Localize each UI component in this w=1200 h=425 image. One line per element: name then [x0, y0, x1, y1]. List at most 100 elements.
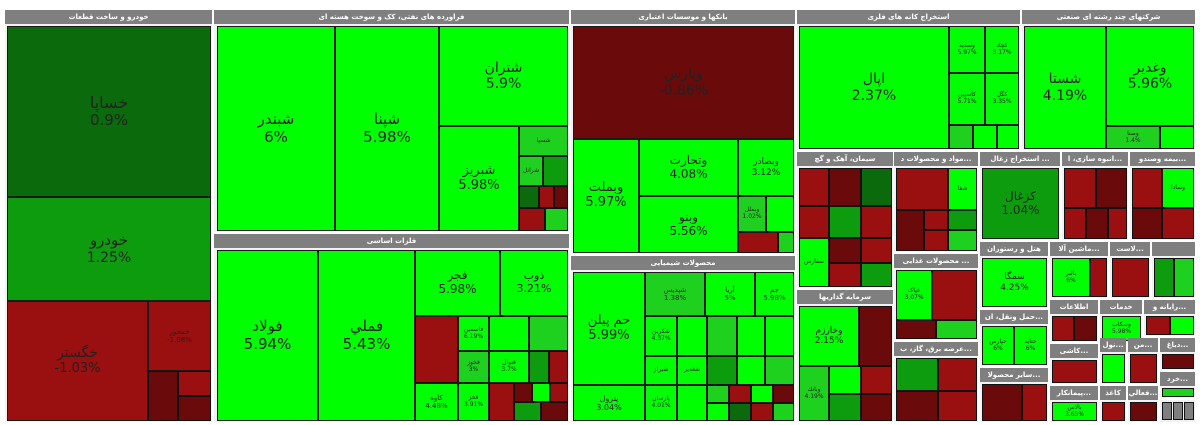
stock-tile[interactable]: شرانل	[519, 156, 543, 186]
stock-tile[interactable]: وغدير 5.96%	[1106, 26, 1194, 126]
stock-tile[interactable]: خمحور -1.08%	[148, 301, 211, 371]
stock-tile[interactable]: فولاد 5.94%	[217, 250, 318, 421]
stock-tile[interactable]	[948, 210, 977, 230]
stock-tile[interactable]	[677, 316, 707, 356]
stock-tile[interactable]	[997, 125, 1019, 149]
stock-tile[interactable]	[1154, 258, 1174, 297]
stock-tile[interactable]	[973, 125, 997, 149]
stock-tile[interactable]	[519, 186, 539, 208]
stock-tile[interactable]: شپدیس 1.38%	[645, 272, 705, 316]
stock-tile[interactable]	[932, 270, 977, 320]
stock-tile[interactable]	[829, 206, 861, 238]
stock-tile[interactable]: کاوه 4.48%	[415, 383, 458, 421]
stock-tile[interactable]	[1130, 354, 1157, 383]
stock-tile[interactable]	[1096, 168, 1127, 208]
stock-tile[interactable]: وتجارت 4.08%	[639, 139, 738, 196]
stock-tile[interactable]	[489, 383, 514, 421]
stock-tile[interactable]: وبنو 5.56%	[639, 196, 738, 253]
stock-tile[interactable]	[543, 156, 568, 186]
stock-tile[interactable]	[799, 206, 829, 238]
stock-tile[interactable]	[861, 238, 892, 263]
stock-tile[interactable]: کچاد 3.17%	[985, 26, 1019, 73]
stock-tile[interactable]: غپاک 3.07%	[896, 270, 932, 320]
stock-tile[interactable]: ذوب 3.21%	[500, 250, 568, 316]
stock-tile[interactable]	[729, 403, 751, 421]
stock-tile[interactable]	[1022, 384, 1047, 421]
stock-tile[interactable]: شسپا	[519, 126, 568, 156]
stock-tile[interactable]: کزغال 1.04%	[982, 168, 1059, 239]
stock-tile[interactable]: شبریز 5.98%	[439, 126, 519, 231]
stock-tile[interactable]	[1184, 402, 1194, 420]
stock-tile[interactable]	[1130, 402, 1157, 421]
stock-tile[interactable]: وپارس -0.86%	[573, 26, 794, 139]
stock-tile[interactable]	[737, 316, 765, 356]
stock-tile[interactable]	[529, 316, 568, 351]
stock-tile[interactable]: شستا 4.19%	[1024, 26, 1106, 149]
stock-tile[interactable]	[529, 351, 549, 383]
stock-tile[interactable]	[751, 403, 773, 421]
stock-tile[interactable]: وخارزم 2.15%	[799, 306, 859, 366]
stock-tile[interactable]	[1064, 168, 1096, 208]
stock-tile[interactable]: شغدير	[677, 356, 707, 385]
stock-tile[interactable]	[896, 210, 924, 251]
stock-tile[interactable]: فخوز 3%	[458, 351, 489, 383]
stock-tile[interactable]	[707, 316, 737, 356]
stock-tile[interactable]	[549, 351, 568, 383]
stock-tile[interactable]	[514, 402, 541, 421]
stock-tile[interactable]: فاسمين 6.19%	[458, 316, 489, 351]
stock-tile[interactable]	[1052, 360, 1097, 383]
stock-tile[interactable]	[751, 385, 773, 403]
stock-tile[interactable]: شبندر 6%	[217, 26, 335, 231]
stock-tile[interactable]	[707, 385, 729, 403]
stock-tile[interactable]	[707, 403, 729, 421]
stock-tile[interactable]	[765, 356, 794, 385]
stock-tile[interactable]	[729, 385, 751, 403]
stock-tile[interactable]	[896, 320, 936, 339]
stock-tile[interactable]	[1132, 168, 1162, 208]
stock-tile[interactable]: شتران 5.9%	[439, 26, 568, 126]
stock-tile[interactable]	[829, 168, 861, 206]
stock-tile[interactable]: وبانك 4.19%	[799, 366, 829, 421]
stock-tile[interactable]	[541, 402, 568, 421]
stock-tile[interactable]: وبملت 5.97%	[573, 139, 639, 253]
stock-tile[interactable]: وسادا	[1162, 168, 1194, 208]
stock-tile[interactable]: خساپا 0.9%	[7, 26, 211, 197]
stock-tile[interactable]: سفارس	[799, 238, 829, 287]
stock-tile[interactable]	[938, 358, 977, 391]
stock-tile[interactable]	[545, 208, 568, 231]
stock-tile[interactable]	[861, 168, 892, 206]
stock-tile[interactable]	[829, 238, 861, 263]
stock-tile[interactable]: شفا	[948, 168, 977, 210]
stock-tile[interactable]	[773, 385, 794, 403]
stock-tile[interactable]: وصنا 1.4%	[1106, 126, 1160, 149]
stock-tile[interactable]: فملي 5.43%	[318, 250, 415, 421]
stock-tile[interactable]	[861, 206, 892, 238]
stock-tile[interactable]	[539, 186, 554, 208]
stock-tile[interactable]: حپارس 6%	[982, 326, 1014, 365]
stock-tile[interactable]	[1162, 208, 1194, 239]
stock-tile[interactable]	[1090, 258, 1107, 297]
stock-tile[interactable]: آریا 5%	[705, 272, 755, 316]
stock-tile[interactable]: پارسان 4.01%	[645, 385, 677, 421]
stock-tile[interactable]	[514, 383, 532, 402]
stock-tile[interactable]	[924, 230, 948, 251]
stock-tile[interactable]	[829, 263, 861, 287]
stock-tile[interactable]: شپنا 5.98%	[335, 26, 439, 231]
stock-tile[interactable]	[148, 371, 178, 421]
stock-tile[interactable]	[1108, 208, 1127, 239]
stock-tile[interactable]: فجر 5.98%	[415, 250, 500, 316]
stock-tile[interactable]	[861, 394, 892, 421]
stock-tile[interactable]	[778, 232, 794, 253]
stock-tile[interactable]	[859, 306, 892, 366]
stock-tile[interactable]	[1102, 354, 1125, 383]
stock-tile[interactable]	[1173, 402, 1183, 420]
stock-tile[interactable]	[924, 210, 948, 230]
stock-tile[interactable]: وبملل 1.02%	[738, 196, 766, 232]
stock-tile[interactable]	[178, 396, 211, 421]
stock-tile[interactable]	[1146, 316, 1170, 335]
stock-tile[interactable]	[1160, 126, 1194, 149]
stock-tile[interactable]	[896, 391, 938, 421]
stock-tile[interactable]	[677, 385, 707, 421]
stock-tile[interactable]: شیراز	[645, 356, 677, 385]
stock-tile[interactable]: شکربن 4.37%	[645, 316, 677, 356]
